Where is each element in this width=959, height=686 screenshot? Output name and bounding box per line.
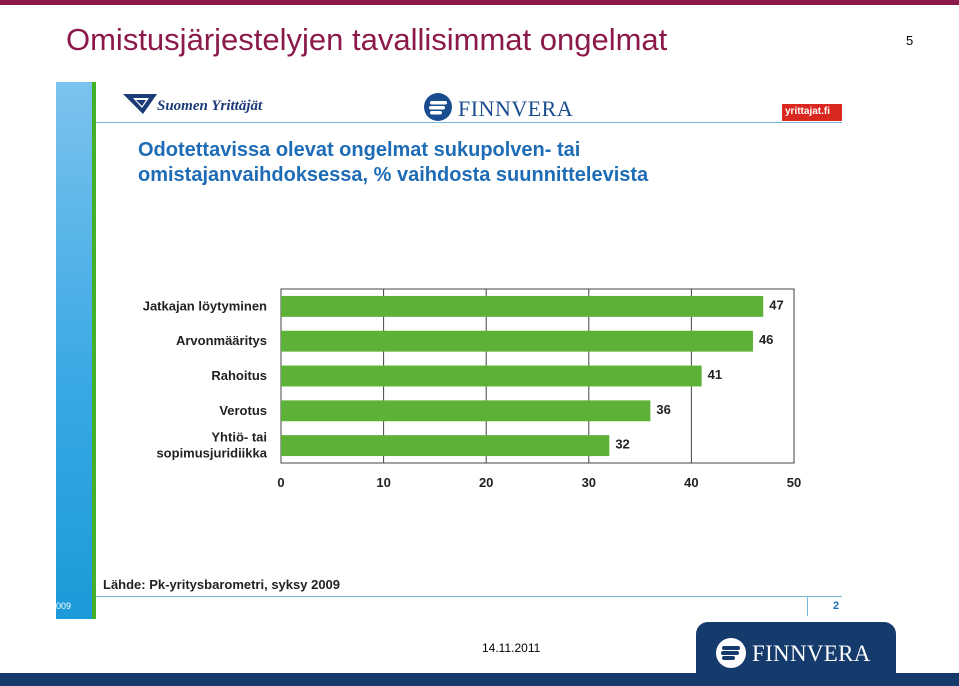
footer-rule [96,596,842,597]
suomen-yrittajat-text: Suomen Yrittäjät [157,98,263,114]
data-label: 41 [708,367,722,382]
x-tick-label: 10 [376,475,390,490]
category-label: Rahoitus [211,368,267,383]
title-accent-line [0,0,959,5]
bar [281,295,764,317]
yrittajat-fi-badge: yrittajat.fi [782,104,842,121]
finnvera-logo-small: FINNVERA [424,92,584,122]
chart-title: Odotettavissa olevat ongelmat sukupolven… [138,139,649,186]
x-tick-label: 20 [479,475,493,490]
footer-divider [807,596,808,616]
chart-source: Lähde: Pk-yritysbarometri, syksy 2009 [103,577,341,592]
side-gradient-bar [56,82,92,619]
x-tick-label: 40 [684,475,698,490]
finnvera-footer-logo: FINNVERA [696,622,896,686]
x-tick-label: 0 [277,475,284,490]
data-label: 36 [656,402,670,417]
data-label: 32 [615,437,629,452]
finnvera-emblem-icon [716,638,746,668]
side-green-stripe [92,82,96,619]
category-label: Verotus [219,403,267,418]
page-number: 5 [906,33,914,48]
bar [281,400,651,422]
bar-chart: 0 10 20 30 40 50 47 Jatkajan löytyminen 46 Arvonm… [143,288,801,490]
x-tick-label: 30 [582,475,596,490]
finnvera-wordmark: FINNVERA [458,96,574,121]
x-tick-label: 50 [787,475,801,490]
corner-label-right: 2 [833,600,840,612]
category-label: Arvonmääritys [176,333,267,348]
category-label: Jatkajan löytyminen [143,298,267,313]
category-label: Yhtiö- tai sopimusjuridiikka [156,430,267,461]
bar [281,365,702,387]
finnvera-emblem-icon [424,93,452,121]
header-rule [96,122,842,123]
suomen-yrittajat-logo: Suomen Yrittäjät [123,92,299,120]
bar [281,435,610,457]
footer-finnvera-wordmark: FINNVERA [752,641,871,666]
bar [281,330,753,352]
data-label: 46 [759,332,773,347]
slide-title: Omistusjärjestelyjen tavallisimmat ongel… [66,22,668,57]
corner-label-left: 009 [56,601,72,611]
yrittajat-bird-icon [123,94,157,114]
embedded-chart-image: 009 2 Suomen Yrittäjät FINNVERA yrittaja… [56,82,842,619]
data-label: 47 [769,297,783,312]
footer-date: 14.11.2011 [482,641,541,655]
